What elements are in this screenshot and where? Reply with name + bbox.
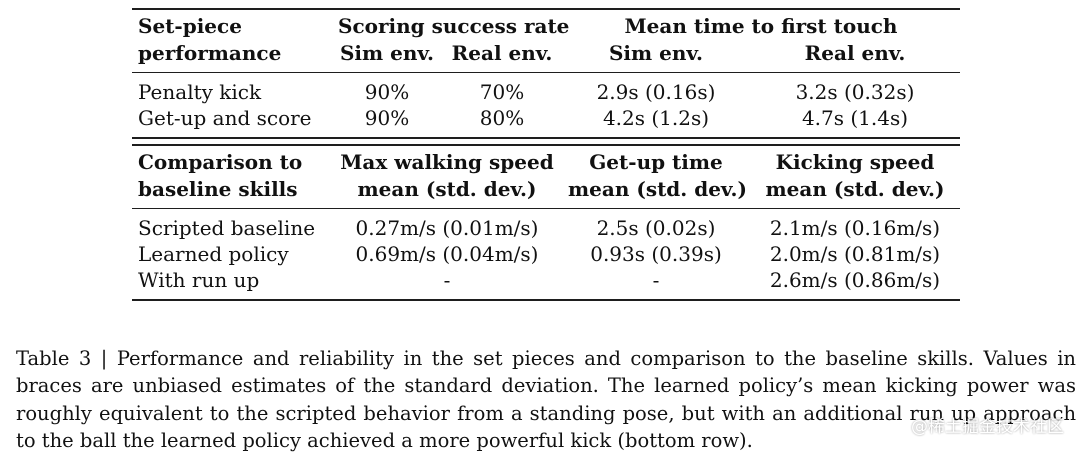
score-real-value: 70% (479, 80, 525, 104)
bottom-rule (132, 299, 960, 302)
row-label: Learned policy (138, 242, 289, 266)
baseline-header-label-2: baseline skills (138, 177, 298, 201)
table-row: Scripted baseline 0.27m/s (0.01m/s) 2.5s… (132, 209, 960, 241)
time-to-first-touch-header: Mean time to first touch (624, 14, 898, 38)
time-sim-value: 4.2s (1.2s) (602, 106, 710, 130)
watermark: @稀土掘金技术社区 (911, 417, 1064, 437)
set-piece-header-rule (132, 72, 960, 73)
walking-speed-value: 0.27m/s (0.01m/s) (355, 216, 539, 240)
set-piece-header-label-2: performance (138, 41, 282, 65)
time-sim-header: Sim env. (608, 41, 703, 65)
walking-speed-header: Max walking speed (340, 150, 554, 174)
table-row: Learned policy 0.69m/s (0.04m/s) 0.93s (… (132, 241, 960, 267)
time-real-value: 4.7s (1.4s) (801, 106, 909, 130)
row-label: Scripted baseline (138, 216, 316, 240)
baseline-header-row-1: Comparison to Max walking speed Get-up t… (132, 145, 960, 176)
time-sim-value: 2.9s (0.16s) (596, 80, 716, 104)
getup-time-header: Get-up time (589, 150, 723, 174)
kicking-speed-header: Kicking speed (775, 150, 935, 174)
scoring-real-header: Real env. (451, 41, 553, 65)
kicking-speed-subheader: mean (std. dev.) (765, 177, 945, 201)
walking-speed-value: - (443, 268, 451, 292)
getup-time-value: - (652, 268, 660, 292)
getup-time-value: 2.5s (0.02s) (596, 216, 716, 240)
table-row: Penalty kick 90% 70% 2.9s (0.16s) 3.2s (… (132, 73, 960, 105)
set-piece-header-label-1: Set-piece (138, 14, 242, 38)
row-label: Penalty kick (138, 80, 262, 104)
kicking-speed-value: 2.6m/s (0.86m/s) (769, 268, 941, 292)
baseline-header-row-2: baseline skills mean (std. dev.) mean (s… (132, 176, 960, 209)
set-piece-header-row-1: Set-piece Scoring success rate Mean time… (132, 10, 960, 40)
baseline-header-label-1: Comparison to (138, 150, 303, 174)
table-row: Get-up and score 90% 80% 4.2s (1.2s) 4.7… (132, 105, 960, 138)
row-label: With run up (138, 268, 260, 292)
walking-speed-value: 0.69m/s (0.04m/s) (355, 242, 539, 266)
score-sim-value: 90% (364, 80, 410, 104)
kicking-speed-value: 2.1m/s (0.16m/s) (769, 216, 941, 240)
score-sim-value: 90% (364, 106, 410, 130)
time-real-header: Real env. (804, 41, 906, 65)
baseline-header-rule (132, 208, 960, 209)
scoring-sim-header: Sim env. (339, 41, 434, 65)
row-label: Get-up and score (138, 106, 312, 130)
walking-speed-subheader: mean (std. dev.) (357, 177, 537, 201)
kicking-speed-value: 2.0m/s (0.81m/s) (769, 242, 941, 266)
getup-time-value: 0.93s (0.39s) (590, 242, 722, 266)
score-real-value: 80% (479, 106, 525, 130)
getup-time-subheader: mean (std. dev.) (568, 177, 747, 201)
set-piece-header-row-2: performance Sim env. Real env. Sim env. … (132, 40, 960, 73)
table-caption: Table 3 | Performance and reliability in… (16, 346, 1076, 453)
results-table-container: Set-piece Scoring success rate Mean time… (132, 8, 960, 302)
section-double-rule (132, 137, 960, 146)
table-row: With run up - - 2.6m/s (0.86m/s) (132, 267, 960, 300)
time-real-value: 3.2s (0.32s) (795, 80, 915, 104)
results-table: Set-piece Scoring success rate Mean time… (132, 8, 960, 302)
scoring-success-header: Scoring success rate (338, 14, 570, 38)
